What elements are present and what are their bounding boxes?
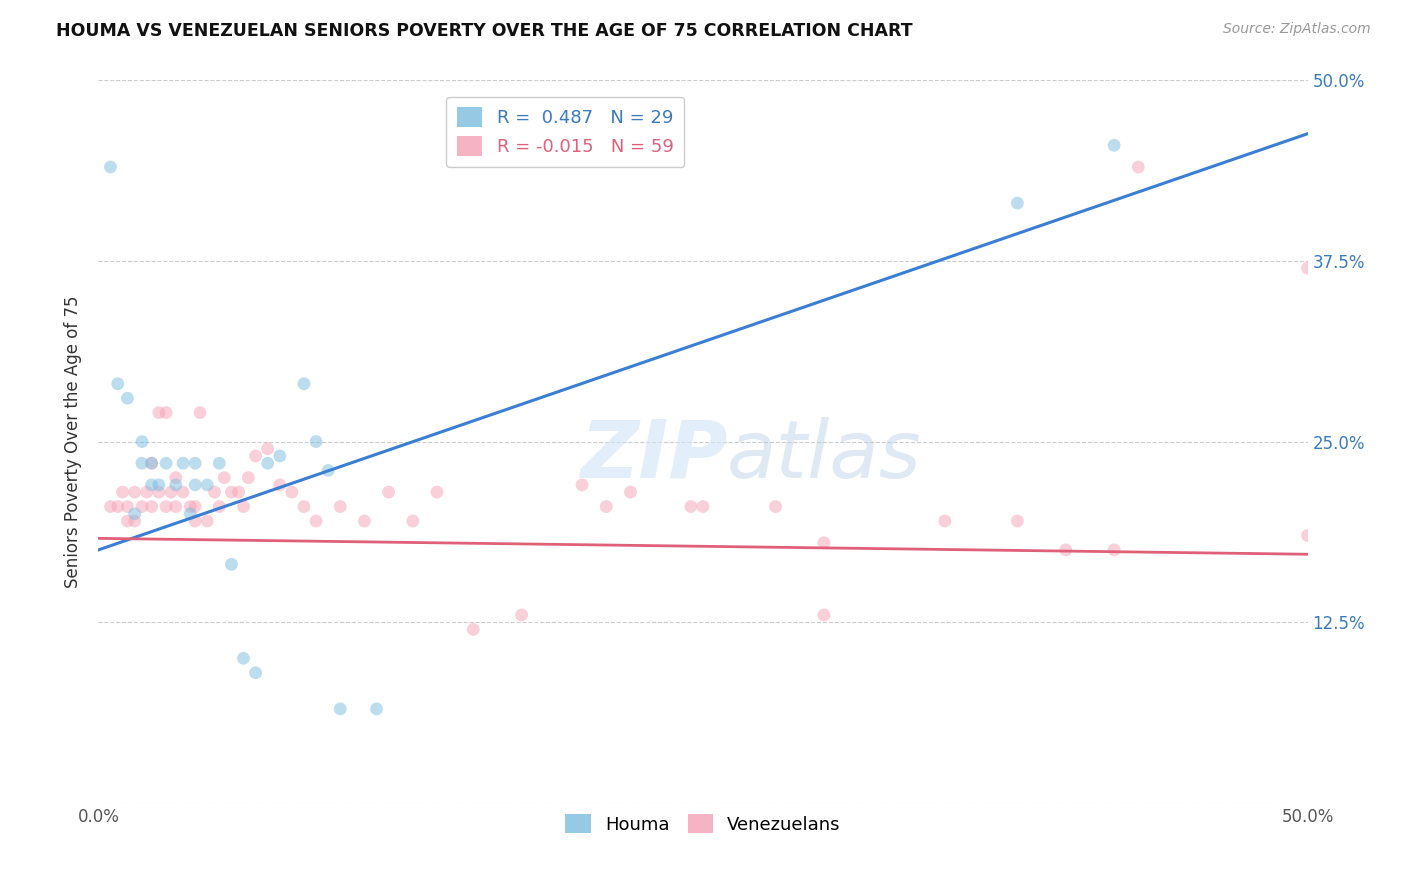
Point bbox=[353, 514, 375, 528]
Point bbox=[184, 514, 207, 528]
Point bbox=[124, 485, 146, 500]
Point bbox=[165, 470, 187, 484]
Point bbox=[155, 456, 177, 470]
Point bbox=[1054, 542, 1077, 557]
Point bbox=[765, 500, 787, 514]
Point bbox=[124, 507, 146, 521]
Point bbox=[100, 160, 122, 174]
Point bbox=[228, 485, 250, 500]
Point bbox=[232, 500, 254, 514]
Point bbox=[305, 434, 328, 449]
Point bbox=[141, 456, 163, 470]
Point bbox=[135, 485, 157, 500]
Point bbox=[208, 500, 231, 514]
Point bbox=[184, 478, 207, 492]
Point bbox=[377, 485, 399, 500]
Point bbox=[111, 485, 134, 500]
Point bbox=[107, 376, 129, 391]
Point bbox=[426, 485, 449, 500]
Point bbox=[208, 456, 231, 470]
Text: HOUMA VS VENEZUELAN SENIORS POVERTY OVER THE AGE OF 75 CORRELATION CHART: HOUMA VS VENEZUELAN SENIORS POVERTY OVER… bbox=[56, 22, 912, 40]
Point bbox=[256, 442, 278, 456]
Point bbox=[117, 500, 139, 514]
Point bbox=[195, 478, 218, 492]
Point bbox=[245, 665, 267, 680]
Point bbox=[305, 514, 328, 528]
Point bbox=[141, 478, 163, 492]
Point bbox=[131, 456, 153, 470]
Point bbox=[256, 456, 278, 470]
Point bbox=[131, 434, 153, 449]
Point bbox=[100, 500, 122, 514]
Point bbox=[107, 500, 129, 514]
Point bbox=[571, 478, 593, 492]
Point bbox=[172, 456, 194, 470]
Point bbox=[813, 535, 835, 549]
Point bbox=[292, 500, 315, 514]
Point bbox=[679, 500, 702, 514]
Point bbox=[212, 470, 235, 484]
Point bbox=[179, 507, 201, 521]
Point bbox=[1007, 196, 1029, 211]
Point bbox=[141, 456, 163, 470]
Point bbox=[281, 485, 304, 500]
Point bbox=[117, 391, 139, 405]
Point bbox=[934, 514, 956, 528]
Point bbox=[184, 500, 207, 514]
Point bbox=[232, 651, 254, 665]
Point bbox=[184, 456, 207, 470]
Point bbox=[595, 500, 617, 514]
Y-axis label: Seniors Poverty Over the Age of 75: Seniors Poverty Over the Age of 75 bbox=[65, 295, 83, 588]
Point bbox=[117, 514, 139, 528]
Point bbox=[195, 514, 218, 528]
Point bbox=[221, 485, 243, 500]
Point bbox=[238, 470, 260, 484]
Point bbox=[510, 607, 533, 622]
Point bbox=[1296, 261, 1319, 276]
Point bbox=[463, 623, 485, 637]
Text: Source: ZipAtlas.com: Source: ZipAtlas.com bbox=[1223, 22, 1371, 37]
Point bbox=[188, 406, 211, 420]
Point bbox=[316, 463, 339, 477]
Point bbox=[124, 514, 146, 528]
Point bbox=[155, 500, 177, 514]
Legend: Houma, Venezuelans: Houma, Venezuelans bbox=[554, 803, 852, 845]
Text: ZIP: ZIP bbox=[579, 417, 727, 495]
Point bbox=[148, 406, 170, 420]
Point bbox=[221, 558, 243, 572]
Text: atlas: atlas bbox=[727, 417, 922, 495]
Point bbox=[165, 500, 187, 514]
Point bbox=[245, 449, 267, 463]
Point bbox=[269, 449, 291, 463]
Point bbox=[402, 514, 425, 528]
Point bbox=[172, 485, 194, 500]
Point bbox=[131, 500, 153, 514]
Point bbox=[165, 478, 187, 492]
Point bbox=[1007, 514, 1029, 528]
Point bbox=[1102, 138, 1125, 153]
Point bbox=[292, 376, 315, 391]
Point bbox=[148, 478, 170, 492]
Point bbox=[160, 485, 183, 500]
Point bbox=[204, 485, 226, 500]
Point bbox=[619, 485, 641, 500]
Point bbox=[1296, 528, 1319, 542]
Point bbox=[148, 485, 170, 500]
Point bbox=[813, 607, 835, 622]
Point bbox=[329, 702, 352, 716]
Point bbox=[1128, 160, 1150, 174]
Point bbox=[155, 406, 177, 420]
Point bbox=[269, 478, 291, 492]
Point bbox=[329, 500, 352, 514]
Point bbox=[1102, 542, 1125, 557]
Point bbox=[366, 702, 388, 716]
Point bbox=[692, 500, 714, 514]
Point bbox=[179, 500, 201, 514]
Point bbox=[141, 500, 163, 514]
